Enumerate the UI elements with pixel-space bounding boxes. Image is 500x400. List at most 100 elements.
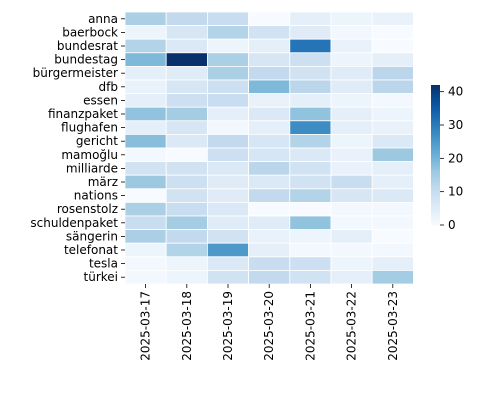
colorbar-segment	[431, 145, 440, 148]
colorbar-segment	[431, 171, 440, 174]
heatmap-cell	[330, 120, 373, 135]
colorbar-segment	[431, 181, 440, 184]
colorbar-segment	[431, 95, 440, 98]
heatmap-cell	[289, 38, 332, 54]
colorbar-segment	[431, 155, 440, 158]
colorbar-segment	[431, 195, 440, 198]
heatmap-cell	[371, 25, 414, 40]
colorbar-segment	[431, 89, 440, 92]
colorbar-tick-label: 0	[448, 218, 456, 232]
colorbar-segment	[431, 169, 440, 172]
heatmap-cell	[289, 242, 332, 258]
y-tick-label: bundestag	[54, 53, 118, 67]
colorbar-segment	[431, 87, 440, 90]
heatmap-cell	[124, 215, 167, 231]
colorbar-segment	[431, 203, 440, 206]
heatmap-cell	[206, 201, 249, 217]
heatmap-cell	[124, 188, 167, 203]
colorbar-segment	[431, 133, 440, 136]
colorbar-segment	[431, 179, 440, 182]
heatmap-cell	[124, 120, 167, 135]
colorbar-segment	[431, 167, 440, 170]
heatmap-cell	[206, 174, 249, 190]
colorbar-segment	[431, 211, 440, 214]
heatmap-cells	[124, 11, 414, 285]
heatmap-cell	[371, 242, 414, 258]
y-tick-label: märz	[88, 175, 118, 189]
heatmap-cell	[248, 188, 291, 203]
y-tick-label: finanzpaket	[48, 107, 118, 121]
heatmap-cell	[330, 133, 373, 149]
heatmap-cell	[165, 229, 208, 244]
heatmap-cell	[206, 161, 249, 176]
colorbar-tick-label: 20	[448, 151, 463, 165]
colorbar-segment	[431, 115, 440, 118]
heatmap-cell	[206, 66, 249, 81]
heatmap-cell	[330, 161, 373, 176]
x-tick-label: 2025-03-18	[180, 291, 194, 361]
colorbar-segment	[431, 127, 440, 130]
colorbar-segment	[431, 117, 440, 120]
y-tick-label: telefonat	[64, 243, 118, 257]
heatmap-cell	[330, 269, 373, 285]
heatmap-cell	[165, 52, 208, 67]
colorbar-segment	[431, 123, 440, 126]
heatmap-cell	[206, 269, 249, 285]
heatmap-cell	[206, 93, 249, 108]
heatmap-cell	[330, 38, 373, 54]
heatmap-cell	[206, 188, 249, 203]
heatmap-cell	[371, 147, 414, 163]
heatmap-cell	[330, 106, 373, 122]
colorbar-segment	[431, 159, 440, 162]
colorbar-segment	[431, 99, 440, 102]
colorbar-segment	[431, 175, 440, 178]
y-tick-label: milliarde	[66, 161, 118, 175]
heatmap-cell	[206, 229, 249, 244]
heatmap-cell	[289, 174, 332, 190]
heatmap-cell	[371, 11, 414, 27]
heatmap-cell	[206, 52, 249, 67]
heatmap-cell	[371, 106, 414, 122]
heatmap-cell	[165, 256, 208, 271]
y-tick-label: gericht	[76, 134, 118, 148]
heatmap-cell	[124, 66, 167, 81]
colorbar: 0 10 20 30 40	[431, 85, 463, 232]
heatmap-cell	[124, 11, 167, 27]
heatmap-cell	[289, 147, 332, 163]
heatmap-cell	[124, 201, 167, 217]
heatmap-cell	[248, 269, 291, 285]
heatmap-cell	[248, 161, 291, 176]
colorbar-segment	[431, 113, 440, 116]
heatmap-cell	[371, 256, 414, 271]
colorbar-segment	[431, 109, 440, 112]
colorbar-segment	[431, 221, 440, 224]
heatmap-cell	[124, 25, 167, 40]
colorbar-segment	[431, 187, 440, 190]
colorbar-segment	[431, 219, 440, 222]
colorbar-segment	[431, 197, 440, 200]
heatmap-cell	[206, 242, 249, 258]
heatmap-cell	[289, 161, 332, 176]
x-tick-label: 2025-03-23	[386, 291, 400, 361]
y-tick-label: essen	[83, 93, 118, 107]
colorbar-segment	[431, 153, 440, 156]
colorbar-segment	[431, 177, 440, 180]
heatmap-cell	[289, 106, 332, 122]
heatmap-cell	[165, 215, 208, 231]
colorbar-segment	[431, 189, 440, 192]
colorbar-segment	[431, 185, 440, 188]
heatmap-cell	[289, 52, 332, 67]
heatmap-cell	[124, 106, 167, 122]
heatmap-cell	[248, 229, 291, 244]
colorbar-segment	[431, 97, 440, 100]
heatmap-cell	[165, 11, 208, 27]
heatmap-cell	[289, 79, 332, 95]
colorbar-segment	[431, 157, 440, 160]
heatmap-cell	[165, 120, 208, 135]
heatmap-cell	[371, 269, 414, 285]
heatmap-cell	[330, 242, 373, 258]
colorbar-segment	[431, 215, 440, 218]
heatmap-cell	[248, 25, 291, 40]
heatmap-cell	[248, 38, 291, 54]
heatmap-cell	[371, 229, 414, 244]
